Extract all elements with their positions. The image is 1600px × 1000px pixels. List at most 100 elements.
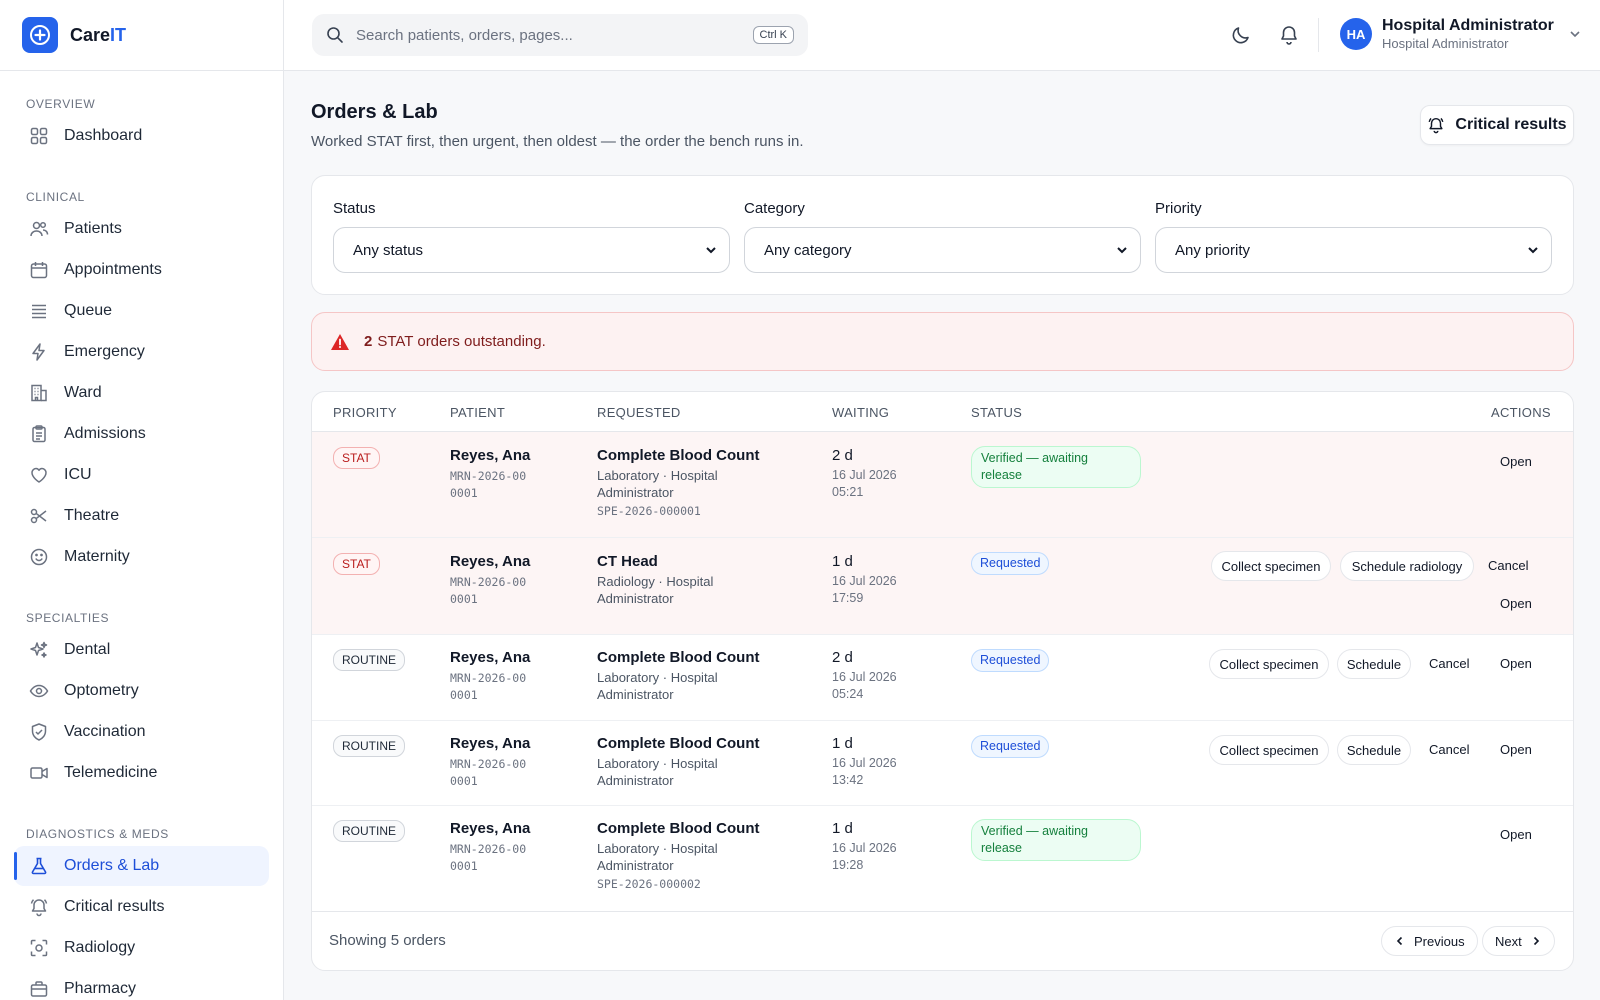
open-link[interactable]: Open [1500,742,1532,757]
sidebar-item-pharmacy[interactable]: Pharmacy [14,969,269,1000]
sidebar-item-patients[interactable]: Patients [14,209,269,249]
cancel-link[interactable]: Cancel [1488,558,1529,573]
bolt-icon [28,341,50,363]
heart-icon [28,464,50,486]
next-page-button[interactable]: Next [1482,926,1555,956]
showing-count: Showing 5 orders [329,932,446,949]
sidebar-item-label: Ward [64,384,102,401]
video-icon [28,762,50,784]
order-date: 16 Jul 2026 19:28 [832,841,897,872]
bell-alert-icon [28,896,50,918]
sidebar-item-label: Orders & Lab [64,857,160,874]
schedule-radiology-button[interactable]: Schedule radiology [1340,551,1474,581]
open-link[interactable]: Open [1500,454,1532,469]
user-menu[interactable]: HA Hospital Administrator Hospital Admin… [1340,16,1582,52]
sidebar-nav: OVERVIEW Dashboard CLINICAL Patients App… [0,71,283,1000]
status-badge: Verified — awaiting release [971,819,1141,861]
sidebar-item-label: Dashboard [64,127,143,144]
nav-section-clinical: CLINICAL [26,190,85,204]
order-detail: Laboratory · Hospital Administrator [597,756,718,788]
status-badge: Requested [971,649,1050,672]
sidebar-item-radiology[interactable]: Radiology [14,928,269,968]
open-link[interactable]: Open [1500,656,1532,671]
critical-results-button[interactable]: Critical results [1420,105,1574,145]
sidebar-item-dental[interactable]: Dental [14,630,269,670]
table-footer: Showing 5 orders Previous Next [312,911,1573,970]
sidebar-item-dashboard[interactable]: Dashboard [14,116,269,156]
order-date: 16 Jul 2026 17:59 [832,574,897,605]
status-select[interactable]: Any status [333,227,730,273]
collect-specimen-button[interactable]: Collect specimen [1209,649,1329,679]
sidebar: CareIT OVERVIEW Dashboard CLINICAL Patie… [0,0,284,1000]
stat-alert-count: 2 [364,333,373,350]
calendar-icon [28,259,50,281]
order-test: CT Head [597,553,658,570]
sidebar-item-emergency[interactable]: Emergency [14,332,269,372]
status-filter-label: Status [333,200,376,217]
patient-name[interactable]: Reyes, Ana [450,820,531,837]
header-status: STATUS [971,405,1023,420]
sidebar-item-ward[interactable]: Ward [14,373,269,413]
moon-icon[interactable] [1228,22,1254,48]
brand[interactable]: CareIT [0,0,283,71]
header-requested: REQUESTED [597,405,681,420]
brand-name: CareIT [70,24,127,45]
sidebar-item-telemedicine[interactable]: Telemedicine [14,753,269,793]
patient-mrn: MRN-2026-000001 [450,757,527,788]
schedule-button[interactable]: Schedule [1337,649,1411,679]
waiting-duration: 1 d [832,735,853,752]
sidebar-item-admissions[interactable]: Admissions [14,414,269,454]
sidebar-item-appointments[interactable]: Appointments [14,250,269,290]
waiting-duration: 1 d [832,553,853,570]
cancel-link[interactable]: Cancel [1429,656,1470,671]
schedule-button[interactable]: Schedule [1337,735,1411,765]
order-test: Complete Blood Count [597,447,760,464]
sidebar-item-queue[interactable]: Queue [14,291,269,331]
orders-table: PRIORITY PATIENT REQUESTED WAITING STATU… [311,391,1574,971]
search-input[interactable]: Search patients, orders, pages... Ctrl K [312,14,808,56]
topbar-divider [1318,18,1319,52]
sidebar-item-orders-lab[interactable]: Orders & Lab [14,846,269,886]
order-date: 16 Jul 2026 05:24 [832,670,897,701]
order-detail: Laboratory · Hospital Administrator [597,670,718,702]
sidebar-item-maternity[interactable]: Maternity [14,537,269,577]
sidebar-item-optometry[interactable]: Optometry [14,671,269,711]
cancel-link[interactable]: Cancel [1429,742,1470,757]
order-detail: Laboratory · Hospital Administrator [597,468,718,500]
category-select-value: Any category [764,241,852,259]
search-placeholder: Search patients, orders, pages... [356,26,573,44]
bell-icon[interactable] [1276,22,1302,48]
waiting-duration: 2 d [832,649,853,666]
sidebar-item-label: Maternity [64,548,130,565]
previous-page-button[interactable]: Previous [1381,926,1478,956]
sidebar-item-critical-results[interactable]: Critical results [14,887,269,927]
sidebar-item-vaccination[interactable]: Vaccination [14,712,269,752]
grid-icon [28,125,50,147]
user-name: Hospital Administrator [1382,17,1554,34]
sidebar-item-label: Patients [64,220,122,237]
sidebar-item-label: Emergency [64,343,145,360]
category-select[interactable]: Any category [744,227,1141,273]
patient-name[interactable]: Reyes, Ana [450,553,531,570]
priority-badge: STAT [333,447,380,469]
patient-name[interactable]: Reyes, Ana [450,447,531,464]
priority-badge: ROUTINE [333,735,405,757]
avatar: HA [1340,18,1372,50]
sidebar-item-theatre[interactable]: Theatre [14,496,269,536]
order-test: Complete Blood Count [597,735,760,752]
open-link[interactable]: Open [1500,596,1532,611]
chevron-down-icon [1117,247,1127,254]
warning-icon [330,333,350,351]
sidebar-item-icu[interactable]: ICU [14,455,269,495]
search-shortcut: Ctrl K [752,26,794,44]
patient-name[interactable]: Reyes, Ana [450,649,531,666]
user-info: Hospital Administrator Hospital Administ… [1382,16,1554,52]
collect-specimen-button[interactable]: Collect specimen [1211,551,1331,581]
priority-select[interactable]: Any priority [1155,227,1552,273]
collect-specimen-button[interactable]: Collect specimen [1209,735,1329,765]
patient-name[interactable]: Reyes, Ana [450,735,531,752]
topbar: Search patients, orders, pages... Ctrl K… [284,0,1600,71]
open-link[interactable]: Open [1500,827,1532,842]
sidebar-item-label: Optometry [64,682,139,699]
filters-panel: Status Any status Category Any category … [311,175,1574,295]
